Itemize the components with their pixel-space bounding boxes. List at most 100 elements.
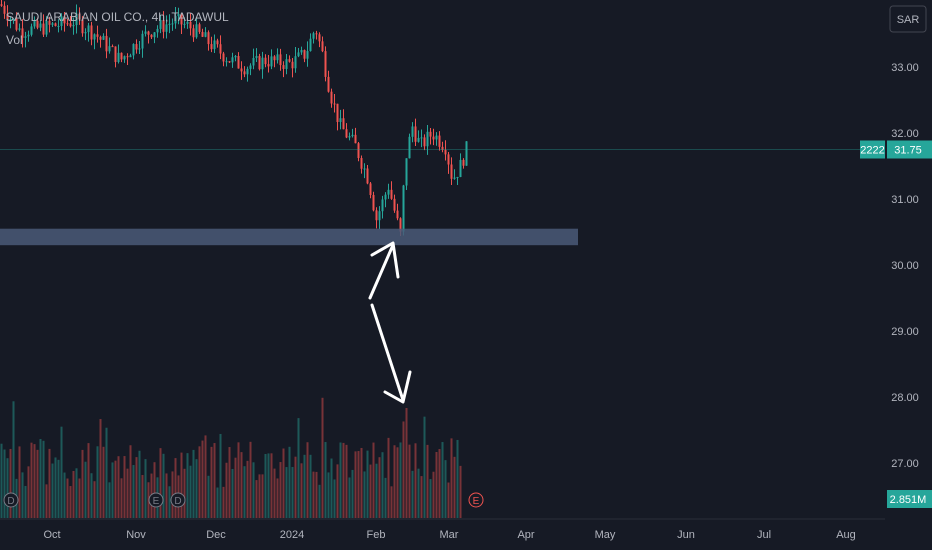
volume-bar: [315, 471, 318, 518]
volume-bar: [207, 475, 210, 518]
candle-body: [372, 194, 375, 211]
candle-body: [291, 61, 294, 69]
candle-body: [255, 56, 258, 58]
candle-body: [294, 56, 297, 69]
candle-body: [369, 183, 372, 195]
candle-body: [132, 44, 135, 56]
volume-bar: [261, 474, 264, 518]
candle-body: [456, 176, 459, 178]
price-tick-label: 33.00: [891, 62, 919, 74]
candle-body: [426, 131, 429, 147]
volume-bar: [3, 449, 6, 518]
volume-bar: [453, 456, 456, 518]
volume-bar: [414, 443, 417, 518]
time-tick-label: Jun: [677, 529, 695, 541]
volume-bar: [309, 454, 312, 518]
candle-body: [39, 23, 42, 28]
last-price-label: 31.75: [894, 145, 922, 157]
volume-bar: [183, 468, 186, 518]
candle-body: [363, 168, 366, 170]
candle-body: [261, 57, 264, 70]
volume-bar: [432, 471, 435, 518]
volume-bar: [12, 401, 15, 518]
volume-bar: [408, 444, 411, 518]
candle-body: [228, 61, 231, 63]
candle-body: [0, 4, 3, 6]
candle-body: [390, 189, 393, 199]
candle-body: [264, 57, 267, 65]
volume-bar: [249, 441, 252, 518]
event-marker-d[interactable]: [170, 492, 186, 508]
candle-body: [297, 52, 300, 57]
volume-bar: [51, 463, 54, 518]
candle-body: [15, 18, 18, 30]
candle-body: [402, 185, 405, 232]
volume-bar: [348, 477, 351, 518]
price-tick-label: 31.00: [891, 194, 919, 206]
event-marker-e[interactable]: [468, 492, 484, 508]
candle-body: [51, 23, 54, 25]
currency-badge[interactable]: [889, 5, 927, 33]
volume-bar: [285, 467, 288, 518]
candle-body: [12, 18, 15, 20]
event-marker-label: D: [7, 496, 14, 507]
time-tick-label: Feb: [367, 529, 386, 541]
volume-bar: [72, 470, 75, 518]
volume-bar: [384, 477, 387, 518]
candle-body: [81, 19, 84, 34]
candle-body: [450, 164, 453, 179]
candle-body: [90, 25, 93, 40]
volume-bar: [174, 458, 177, 518]
last-volume-label: 2.851M: [890, 494, 927, 506]
time-tick-label: Oct: [43, 529, 60, 541]
volume-bar: [426, 444, 429, 518]
volume-bar: [330, 458, 333, 518]
candle-body: [270, 56, 273, 67]
time-tick-label: 2024: [280, 529, 304, 541]
volume-bar: [180, 452, 183, 518]
support-zone-rectangle[interactable]: [0, 228, 578, 246]
candle-body: [9, 18, 12, 21]
candle-body: [381, 199, 384, 212]
volume-bar: [228, 447, 231, 518]
candle-body: [162, 20, 165, 32]
candle-body: [201, 31, 204, 37]
candle-body: [54, 23, 57, 27]
candle-body: [318, 34, 321, 42]
volume-bar: [129, 445, 132, 518]
volume-bar: [48, 448, 51, 518]
candle-body: [108, 46, 111, 52]
volume-bar: [198, 446, 201, 518]
volume-bar: [270, 453, 273, 518]
candle-body: [69, 23, 72, 27]
candle-body: [309, 38, 312, 52]
volume-bar: [0, 443, 3, 518]
candle-body: [84, 32, 87, 34]
candle-body: [252, 57, 255, 66]
candle-body: [384, 194, 387, 200]
candle-body: [354, 134, 357, 144]
volume-bar: [27, 466, 30, 518]
event-marker-d[interactable]: [3, 492, 19, 508]
volume-bar: [69, 486, 72, 518]
volume-bar: [276, 478, 279, 518]
volume-bar: [216, 487, 219, 518]
volume-bar: [114, 460, 117, 518]
volume-bar: [234, 457, 237, 518]
volume-bar: [96, 446, 99, 518]
volume-bar: [321, 397, 324, 518]
volume-bar: [54, 457, 57, 518]
volume-bar: [378, 457, 381, 518]
volume-bar: [291, 466, 294, 518]
candle-body: [324, 51, 327, 77]
event-marker-e[interactable]: [148, 492, 164, 508]
candle-body: [336, 103, 339, 122]
volume-bar: [399, 442, 402, 518]
candle-body: [405, 158, 408, 186]
volume-bar: [267, 453, 270, 518]
candle-body: [21, 28, 24, 38]
volume-bar: [396, 447, 399, 518]
volume-bar: [162, 453, 165, 518]
volume-bar: [33, 444, 36, 518]
